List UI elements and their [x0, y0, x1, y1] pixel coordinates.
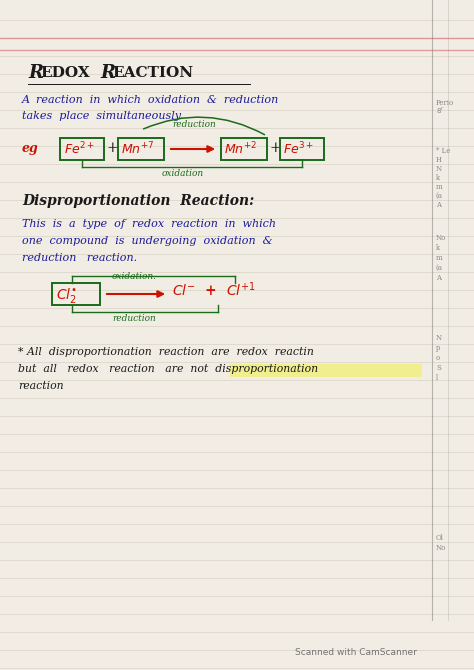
Text: but  all   redox   reaction   are  not  disproportionation: but all redox reaction are not dispropor…: [18, 364, 318, 374]
Text: reduction: reduction: [172, 120, 216, 129]
Text: (a: (a: [436, 264, 443, 272]
Text: l: l: [436, 374, 438, 382]
Text: This  is  a  type  of  redox  reaction  in  which: This is a type of redox reaction in whic…: [22, 219, 276, 229]
Text: Scanned with CamScanner: Scanned with CamScanner: [295, 648, 417, 657]
Text: eg: eg: [22, 142, 39, 155]
Text: R: R: [100, 64, 115, 82]
Text: N: N: [436, 165, 442, 173]
Text: S: S: [436, 364, 441, 372]
Text: $Mn^{+7}$: $Mn^{+7}$: [121, 141, 155, 157]
Text: * All  disproportionation  reaction  are  redox  reactin: * All disproportionation reaction are re…: [18, 347, 314, 357]
Text: reduction: reduction: [112, 314, 156, 323]
Text: $8^{r}$: $8^{r}$: [436, 106, 445, 116]
Text: reaction: reaction: [18, 381, 64, 391]
Text: A  reaction  in  which  oxidation  &  reduction: A reaction in which oxidation & reductio…: [22, 95, 279, 105]
Bar: [60, 138, 104, 160]
Text: Ol: Ol: [436, 534, 444, 542]
Text: Disproportionation  Reaction:: Disproportionation Reaction:: [22, 194, 254, 208]
Text: H: H: [436, 156, 442, 164]
Text: No: No: [436, 234, 447, 242]
Text: EDOX: EDOX: [40, 66, 90, 80]
Text: takes  place  simultaneously.: takes place simultaneously.: [22, 111, 183, 121]
Text: +: +: [270, 141, 282, 155]
Text: m: m: [436, 254, 443, 262]
Bar: [280, 138, 324, 160]
Bar: [221, 138, 267, 160]
Bar: [52, 283, 100, 305]
Text: one  compound  is  undergoing  oxidation  &: one compound is undergoing oxidation &: [22, 236, 273, 246]
Text: k: k: [436, 174, 440, 182]
Bar: [230, 364, 422, 377]
Text: k: k: [436, 244, 440, 252]
Text: EACTION: EACTION: [112, 66, 193, 80]
Text: A: A: [436, 201, 441, 209]
Text: +: +: [107, 141, 118, 155]
Bar: [118, 138, 164, 160]
Text: (a: (a: [436, 192, 443, 200]
Text: $Cl_2^{\bullet}$: $Cl_2^{\bullet}$: [56, 286, 77, 305]
Text: $Cl^{-}$  +  $Cl^{+1}$: $Cl^{-}$ + $Cl^{+1}$: [172, 281, 256, 299]
Text: m: m: [436, 183, 443, 191]
Text: $Fe^{2+}$: $Fe^{2+}$: [64, 141, 95, 157]
Text: R: R: [28, 64, 43, 82]
Text: N: N: [436, 334, 442, 342]
Text: $Fe^{3+}$: $Fe^{3+}$: [283, 141, 314, 157]
Text: $Mn^{+2}$: $Mn^{+2}$: [224, 141, 257, 157]
Text: oxidation: oxidation: [162, 169, 204, 178]
Text: A: A: [436, 274, 441, 282]
Text: * Le: * Le: [436, 147, 450, 155]
Text: o: o: [436, 354, 440, 362]
Text: p: p: [436, 344, 440, 352]
Text: oxidation.: oxidation.: [112, 272, 157, 281]
Text: reduction   reaction.: reduction reaction.: [22, 253, 137, 263]
Text: Perio: Perio: [436, 99, 454, 107]
Text: No: No: [436, 544, 447, 552]
